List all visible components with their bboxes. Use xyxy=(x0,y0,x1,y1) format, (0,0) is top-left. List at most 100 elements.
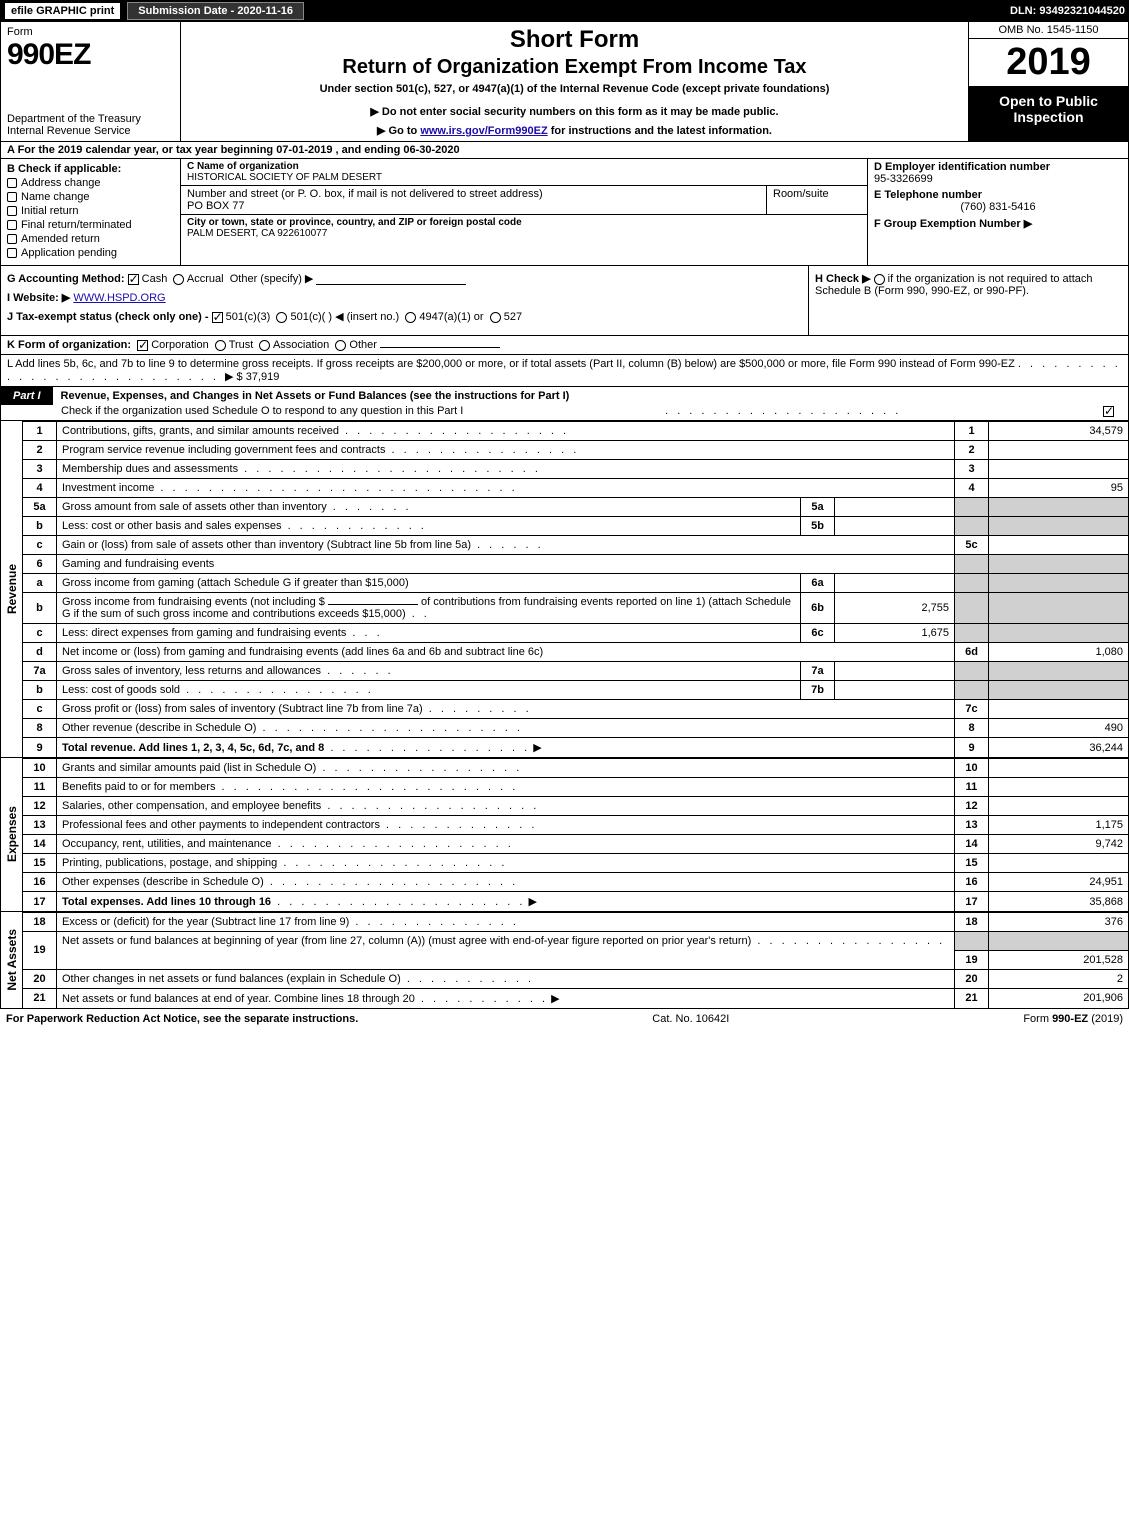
return-title: Return of Organization Exempt From Incom… xyxy=(189,56,960,79)
grey-cell xyxy=(955,662,989,681)
chk-other-org[interactable] xyxy=(335,340,346,351)
line-desc: Less: direct expenses from gaming and fu… xyxy=(57,624,801,643)
line-num: b xyxy=(23,593,57,624)
line-num: 18 xyxy=(23,913,57,932)
row-k: K Form of organization: Corporation Trus… xyxy=(0,336,1129,355)
website-label: I Website: ▶ xyxy=(7,292,70,304)
row-h-right: H Check ▶ if the organization is not req… xyxy=(808,266,1128,335)
chk-amended-return[interactable]: Amended return xyxy=(7,233,174,245)
other-org-input[interactable] xyxy=(380,347,500,348)
other-specify-input[interactable] xyxy=(316,273,466,285)
table-row: 8Other revenue (describe in Schedule O) … xyxy=(23,719,1129,738)
table-row: 13Professional fees and other payments t… xyxy=(23,816,1129,835)
checkbox-icon xyxy=(7,234,17,244)
checkbox-icon xyxy=(7,178,17,188)
line-amount: 95 xyxy=(989,479,1129,498)
line-num: 6 xyxy=(23,555,57,574)
l-amount: ▶ $ 37,919 xyxy=(225,371,279,383)
table-row: 2Program service revenue including gover… xyxy=(23,441,1129,460)
chk-schedule-o[interactable] xyxy=(1103,406,1114,417)
line-desc: Gain or (loss) from sale of assets other… xyxy=(57,536,955,555)
submission-date-button[interactable]: Submission Date - 2020-11-16 xyxy=(127,2,304,20)
chk-trust[interactable] xyxy=(215,340,226,351)
chk-cash[interactable] xyxy=(128,274,139,285)
line-rnum: 11 xyxy=(955,778,989,797)
line-num: 1 xyxy=(23,422,57,441)
top-bar: efile GRAPHIC print Submission Date - 20… xyxy=(0,0,1129,22)
goto-pre: ▶ Go to xyxy=(377,125,420,137)
501c3-label: 501(c)(3) xyxy=(226,311,271,323)
group-exemption-label: F Group Exemption Number ▶ xyxy=(874,218,1032,230)
other-label: Other (specify) ▶ xyxy=(230,273,314,285)
table-row: 5aGross amount from sale of assets other… xyxy=(23,498,1129,517)
open-to-public: Open to Public Inspection xyxy=(969,87,1128,141)
sub-val xyxy=(835,662,955,681)
line-num: b xyxy=(23,681,57,700)
cash-label: Cash xyxy=(142,273,168,285)
dept-treasury: Department of the Treasury xyxy=(7,113,174,125)
grey-cell xyxy=(989,662,1129,681)
line-rnum: 18 xyxy=(955,913,989,932)
line-rnum: 10 xyxy=(955,759,989,778)
row-a-tax-year: A For the 2019 calendar year, or tax yea… xyxy=(0,142,1129,159)
grey-cell xyxy=(989,517,1129,536)
line-desc: Gross sales of inventory, less returns a… xyxy=(57,662,801,681)
side-label-text: Net Assets xyxy=(3,921,21,999)
grey-cell xyxy=(989,574,1129,593)
col-b-title: B Check if applicable: xyxy=(7,163,174,175)
table-row: 17Total expenses. Add lines 10 through 1… xyxy=(23,892,1129,912)
l-text: L Add lines 5b, 6c, and 7b to line 9 to … xyxy=(7,358,1015,370)
line-num: c xyxy=(23,624,57,643)
chk-501c[interactable] xyxy=(276,312,287,323)
grey-cell xyxy=(955,593,989,624)
line-rnum: 12 xyxy=(955,797,989,816)
chk-address-change[interactable]: Address change xyxy=(7,177,174,189)
chk-application-pending[interactable]: Application pending xyxy=(7,247,174,259)
website-link[interactable]: WWW.HSPD.ORG xyxy=(73,292,165,304)
line-rnum: 9 xyxy=(955,738,989,758)
chk-corporation[interactable] xyxy=(137,340,148,351)
6b-blank[interactable] xyxy=(328,604,418,605)
line-num: 4 xyxy=(23,479,57,498)
row-g-left: G Accounting Method: Cash Accrual Other … xyxy=(1,266,808,335)
chk-527[interactable] xyxy=(490,312,501,323)
irs-link[interactable]: www.irs.gov/Form990EZ xyxy=(420,125,547,137)
table-row: 11Benefits paid to or for members . . . … xyxy=(23,778,1129,797)
org-name-value: HISTORICAL SOCIETY OF PALM DESERT xyxy=(187,172,861,183)
line-desc: Less: cost of goods sold . . . . . . . .… xyxy=(57,681,801,700)
g-label: G Accounting Method: xyxy=(7,273,125,285)
net-assets-section: Net Assets 18Excess or (deficit) for the… xyxy=(0,912,1129,1009)
corp-label: Corporation xyxy=(151,339,208,351)
chk-name-change[interactable]: Name change xyxy=(7,191,174,203)
line-rnum: 3 xyxy=(955,460,989,479)
501c-label: 501(c)( ) ◀ (insert no.) xyxy=(290,311,399,323)
phone-value: (760) 831-5416 xyxy=(874,201,1122,213)
part1-title: Revenue, Expenses, and Changes in Net As… xyxy=(53,387,1128,405)
table-row: bLess: cost of goods sold . . . . . . . … xyxy=(23,681,1129,700)
chk-accrual[interactable] xyxy=(173,274,184,285)
chk-4947[interactable] xyxy=(405,312,416,323)
org-addr-label: Number and street (or P. O. box, if mail… xyxy=(187,188,760,200)
line-rnum: 5c xyxy=(955,536,989,555)
chk-schedule-b[interactable] xyxy=(874,274,885,285)
chk-501c3[interactable] xyxy=(212,312,223,323)
side-label-net-assets: Net Assets xyxy=(0,912,22,1009)
department-label: Department of the Treasury Internal Reve… xyxy=(7,113,174,137)
table-row: bLess: cost or other basis and sales exp… xyxy=(23,517,1129,536)
line-amount: 34,579 xyxy=(989,422,1129,441)
chk-initial-return[interactable]: Initial return xyxy=(7,205,174,217)
chk-label: Final return/terminated xyxy=(21,219,132,231)
line-desc: Program service revenue including govern… xyxy=(57,441,955,460)
table-row: 9Total revenue. Add lines 1, 2, 3, 4, 5c… xyxy=(23,738,1129,758)
chk-association[interactable] xyxy=(259,340,270,351)
chk-final-return[interactable]: Final return/terminated xyxy=(7,219,174,231)
org-addr-cell: Number and street (or P. O. box, if mail… xyxy=(181,186,767,214)
line-amount xyxy=(989,797,1129,816)
line-amount: 35,868 xyxy=(989,892,1129,912)
side-label-text: Expenses xyxy=(3,798,21,870)
line-amount: 1,080 xyxy=(989,643,1129,662)
dln-label: DLN: 93492321044520 xyxy=(1010,5,1125,17)
line-amount xyxy=(989,854,1129,873)
side-label-text: Revenue xyxy=(3,556,21,622)
grey-cell xyxy=(955,498,989,517)
